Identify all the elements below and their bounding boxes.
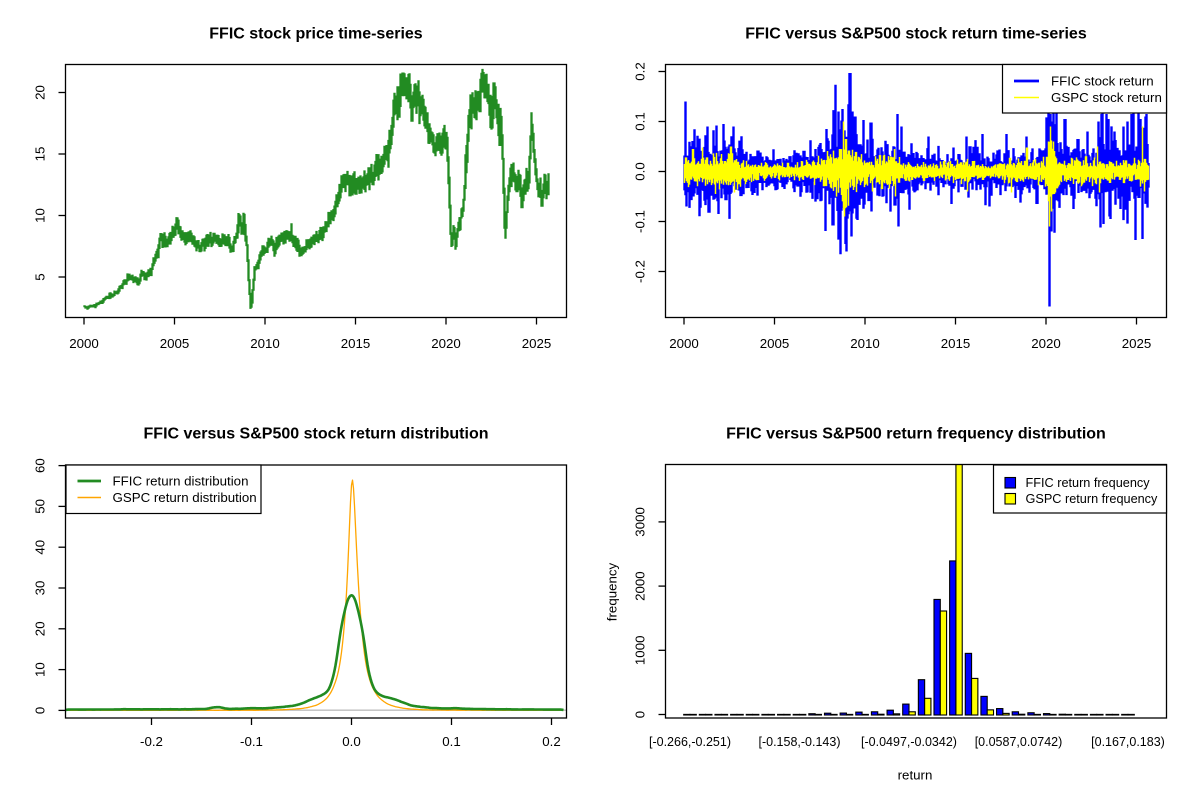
svg-text:30: 30	[33, 581, 48, 596]
svg-text:10: 10	[33, 208, 48, 223]
svg-text:FFIC versus S&P500 stock retur: FFIC versus S&P500 stock return distribu…	[144, 426, 489, 443]
svg-text:60: 60	[33, 458, 48, 473]
svg-text:0.1: 0.1	[633, 112, 648, 131]
svg-text:FFIC versus S&P500 stock retur: FFIC versus S&P500 stock return time-ser…	[745, 26, 1087, 43]
svg-text:0.2: 0.2	[542, 734, 561, 749]
svg-text:2000: 2000	[669, 336, 699, 351]
svg-text:-0.2: -0.2	[633, 260, 648, 283]
svg-text:FFIC versus S&P500 return freq: FFIC versus S&P500 return frequency dist…	[726, 426, 1106, 443]
svg-text:[-0.266,-0.251): [-0.266,-0.251)	[649, 735, 731, 749]
svg-text:[-0.158,-0.143): [-0.158,-0.143)	[759, 735, 841, 749]
svg-text:2005: 2005	[160, 336, 190, 351]
svg-text:15: 15	[33, 147, 48, 162]
svg-text:[0.167,0.183): [0.167,0.183)	[1091, 735, 1165, 749]
svg-text:-0.2: -0.2	[140, 734, 163, 749]
svg-text:2025: 2025	[1122, 336, 1152, 351]
svg-text:FFIC return distribution: FFIC return distribution	[113, 474, 249, 489]
svg-text:40: 40	[33, 540, 48, 555]
svg-text:[0.0587,0.0742): [0.0587,0.0742)	[975, 735, 1063, 749]
svg-text:1000: 1000	[633, 636, 648, 666]
svg-text:20: 20	[33, 621, 48, 636]
svg-text:2000: 2000	[69, 336, 99, 351]
svg-text:3000: 3000	[633, 507, 648, 537]
svg-text:GSPC return distribution: GSPC return distribution	[113, 490, 257, 505]
svg-text:2010: 2010	[850, 336, 880, 351]
svg-text:2000: 2000	[633, 571, 648, 601]
svg-text:50: 50	[33, 499, 48, 514]
svg-text:return: return	[898, 768, 933, 783]
svg-text:2005: 2005	[760, 336, 790, 351]
svg-text:FFIC stock return: FFIC stock return	[1051, 74, 1154, 89]
svg-text:10: 10	[33, 662, 48, 677]
svg-text:0.2: 0.2	[633, 62, 648, 81]
svg-text:20: 20	[33, 85, 48, 100]
svg-text:GSPC stock return: GSPC stock return	[1051, 90, 1162, 105]
svg-text:2020: 2020	[431, 336, 461, 351]
svg-text:5: 5	[33, 273, 48, 280]
svg-text:2020: 2020	[1031, 336, 1061, 351]
svg-text:FFIC return frequency: FFIC return frequency	[1026, 476, 1151, 490]
svg-text:0: 0	[633, 711, 648, 718]
svg-text:0.0: 0.0	[633, 162, 648, 181]
svg-text:GSPC return frequency: GSPC return frequency	[1026, 492, 1159, 506]
svg-text:FFIC stock price time-series: FFIC stock price time-series	[209, 26, 423, 43]
svg-text:-0.1: -0.1	[240, 734, 263, 749]
svg-text:0.1: 0.1	[442, 734, 461, 749]
svg-text:frequency: frequency	[605, 562, 620, 621]
svg-text:0.0: 0.0	[342, 734, 361, 749]
svg-text:2015: 2015	[941, 336, 971, 351]
svg-text:2010: 2010	[250, 336, 280, 351]
svg-text:2015: 2015	[341, 336, 371, 351]
svg-text:[-0.0497,-0.0342): [-0.0497,-0.0342)	[861, 735, 957, 749]
svg-text:-0.1: -0.1	[633, 210, 648, 233]
svg-text:2025: 2025	[522, 336, 552, 351]
svg-text:0: 0	[33, 707, 48, 714]
